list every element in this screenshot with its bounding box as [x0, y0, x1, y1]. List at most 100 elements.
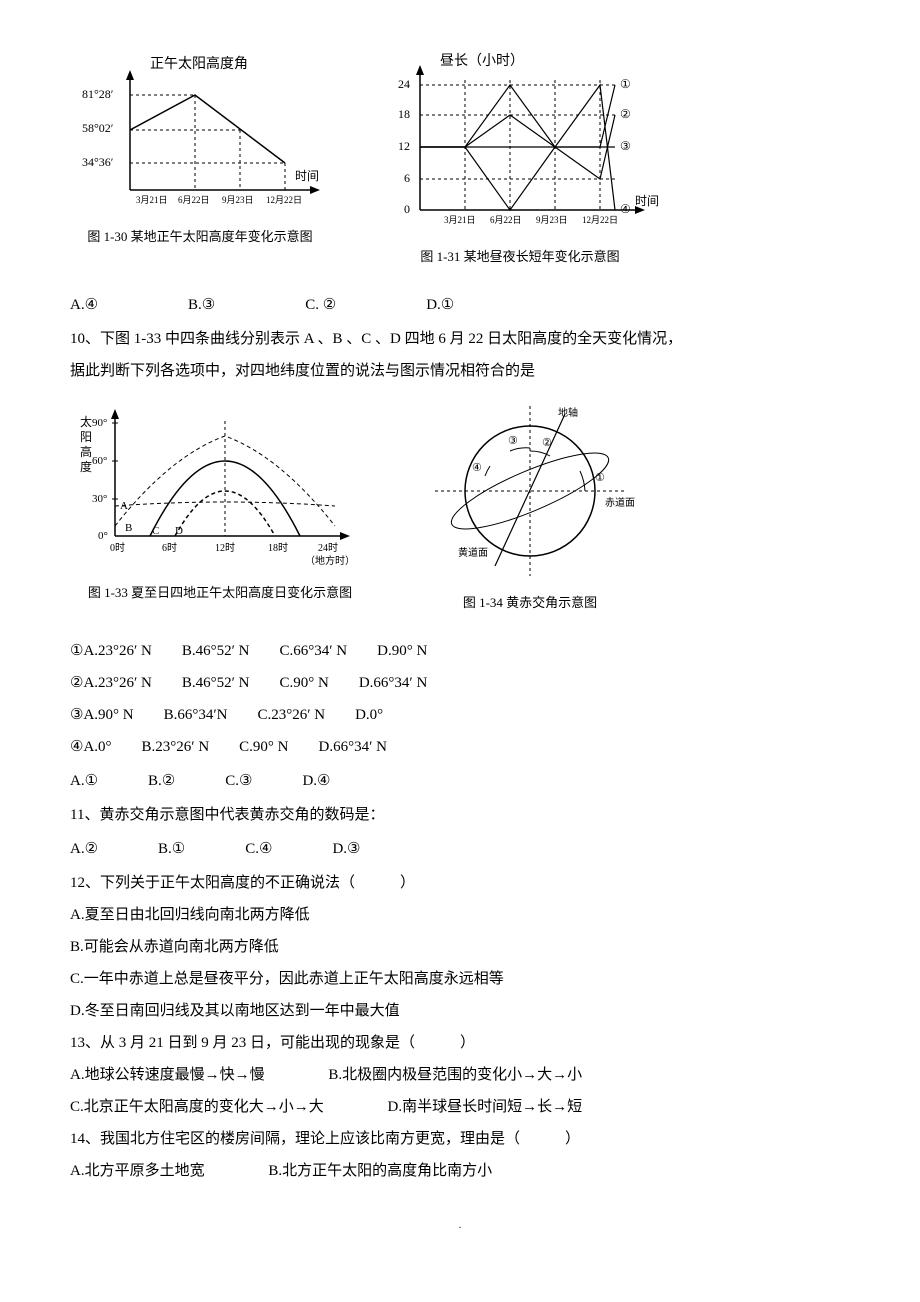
ll2: ③ [620, 139, 631, 153]
figure-1-33: 太 阳 高 度 90° 60° 30° 0° [70, 396, 370, 616]
x-axis-title: 时间 [295, 169, 319, 183]
q10-answer-options: A.① B.② C.③ D.④ [70, 766, 850, 796]
q12-d: D.冬至日南回归线及其以南地区达到一年中最大值 [70, 996, 850, 1026]
q11-c: C.④ [245, 834, 272, 864]
caption-1-33: 图 1-33 夏至日四地正午太阳高度日变化示意图 [88, 580, 352, 606]
x-label-2: 9月23日 [222, 195, 254, 205]
q11-stem: 11、黄赤交角示意图中代表黄赤交角的数码是： [70, 800, 850, 830]
x-label-3: 12月22日 [266, 195, 302, 205]
q11-d: D.③ [332, 834, 360, 864]
ll0: ① [620, 77, 631, 91]
q13-stem: 13、从 3 月 21 日到 9 月 23 日，可能出现的现象是（ ） [70, 1028, 850, 1058]
x-axis-title: 时间 [635, 194, 659, 208]
q13-d: D.南半球昼长时间短→长→短 [388, 1092, 583, 1122]
q13-b: B.北极圈内极昼范围的变化小→大→小 [328, 1060, 582, 1090]
lbl-ecliptic: 黄道面 [458, 546, 488, 559]
caption-1-30: 图 1-30 某地正午太阳高度年变化示意图 [87, 224, 312, 250]
arc-2: ② [542, 437, 552, 449]
arc-4: ④ [472, 462, 482, 474]
xl0: 3月21日 [444, 215, 476, 225]
q9-opt-b: B.③ [188, 290, 215, 320]
q13-row-cd: C.北京正午太阳高度的变化大→小→大 D.南半球昼长时间短→长→短 [70, 1092, 850, 1122]
yt1: 阳 [80, 430, 92, 444]
q14-stem: 14、我国北方住宅区的楼房间隔，理论上应该比南方更宽，理由是（ ） [70, 1124, 850, 1154]
q12-b: B.可能会从赤道向南北两方降低 [70, 932, 850, 962]
y-label-1: 58°02′ [82, 121, 114, 135]
y-axis-title: 正午太阳高度角 [150, 55, 248, 72]
yt3: 度 [80, 459, 92, 474]
page-number: . [70, 1216, 850, 1236]
yl0: 90° [92, 417, 107, 429]
q10-stem-1: 10、下图 1-33 中四条曲线分别表示 A 、B 、C 、D 四地 6 月 2… [70, 324, 850, 354]
q11-a: A.② [70, 834, 98, 864]
figure-1-34: ② ③ ④ ① 地轴 赤道面 黄道面 图 1-34 黄赤交角示意图 [410, 396, 650, 616]
chart-obliquity: ② ③ ④ ① 地轴 赤道面 黄道面 [410, 396, 650, 586]
yl1: 18 [398, 107, 410, 121]
arc-3: ③ [508, 435, 518, 447]
q9-opt-a: A.④ [70, 290, 98, 320]
yl3: 6 [404, 171, 410, 185]
figure-1-31: 昼长（小时） 24 18 12 6 0 [370, 50, 670, 270]
q11-options: A.② B.① C.④ D.③ [70, 834, 850, 864]
yl3: 0° [98, 530, 108, 542]
yl2: 12 [398, 139, 410, 153]
q12-stem: 12、下列关于正午太阳高度的不正确说法（ ） [70, 868, 850, 898]
curve-a: A [120, 500, 128, 512]
chart-noon-altitude: 正午太阳高度角 81°28′ 58°02′ 34°36′ 3月21日 6月22日… [70, 50, 330, 220]
curve-c: C [152, 525, 159, 537]
q10-stem-2: 据此判断下列各选项中，对四地纬度位置的说法与图示情况相符合的是 [70, 356, 850, 386]
q9-opt-c: C. ② [305, 290, 336, 320]
ll1: ② [620, 107, 631, 121]
arc-1: ① [595, 472, 605, 484]
xl2: 12时 [215, 542, 235, 554]
x-label-0: 3月21日 [136, 195, 168, 205]
yt0: 太 [80, 414, 92, 429]
yl4: 0 [404, 202, 410, 216]
q10a-d: D.④ [302, 766, 330, 796]
q13-c: C.北京正午太阳高度的变化大→小→大 [70, 1092, 324, 1122]
xl3: 12月22日 [582, 215, 618, 225]
y-label-2: 34°36′ [82, 155, 114, 169]
q10-line-1: ①A.23°26′ N B.46°52′ N C.66°34′ N D.90° … [70, 636, 850, 666]
y-axis-title: 昼长（小时） [440, 53, 524, 69]
xl1: 6时 [162, 542, 177, 554]
q13-a: A.地球公转速度最慢→快→慢 [70, 1060, 265, 1090]
q13-row-ab: A.地球公转速度最慢→快→慢 B.北极圈内极昼范围的变化小→大→小 [70, 1060, 850, 1090]
q12-a: A.夏至日由北回归线向南北两方降低 [70, 900, 850, 930]
chart-dayarc: 太 阳 高 度 90° 60° 30° 0° [70, 396, 370, 576]
ll3: ④ [620, 202, 631, 216]
q9-options: A.④ B.③ C. ② D.① [70, 290, 850, 320]
q10a-b: B.② [148, 766, 175, 796]
lbl-axis: 地轴 [558, 406, 578, 419]
figure-1-30: 正午太阳高度角 81°28′ 58°02′ 34°36′ 3月21日 6月22日… [70, 50, 330, 270]
chart-daylength: 昼长（小时） 24 18 12 6 0 [370, 50, 670, 240]
xl0: 0时 [110, 542, 125, 554]
q9-opt-d: D.① [426, 290, 454, 320]
caption-1-34: 图 1-34 黄赤交角示意图 [463, 590, 597, 616]
q10a-a: A.① [70, 766, 98, 796]
figures-row-second: 太 阳 高 度 90° 60° 30° 0° [70, 396, 850, 616]
x-label-1: 6月22日 [178, 195, 210, 205]
xl3: 18时 [268, 542, 288, 554]
figures-row-top: 正午太阳高度角 81°28′ 58°02′ 34°36′ 3月21日 6月22日… [70, 50, 850, 270]
curve-d: D [175, 525, 183, 537]
q10-line-3: ③A.90° N B.66°34′N C.23°26′ N D.0° [70, 700, 850, 730]
q12-c: C.一年中赤道上总是昼夜平分，因此赤道上正午太阳高度永远相等 [70, 964, 850, 994]
lbl-equator: 赤道面 [605, 496, 635, 509]
x-title: （地方时） [305, 554, 355, 567]
yt2: 高 [80, 444, 92, 459]
xl2: 9月23日 [536, 215, 568, 225]
q14-b: B.北方正午太阳的高度角比南方小 [268, 1156, 492, 1186]
y-label-0: 81°28′ [82, 87, 114, 101]
xl1: 6月22日 [490, 215, 522, 225]
q14-a: A.北方平原多土地宽 [70, 1156, 205, 1186]
q10a-c: C.③ [225, 766, 252, 796]
xl4: 24时 [318, 542, 338, 554]
q10-line-2: ②A.23°26′ N B.46°52′ N C.90° N D.66°34′ … [70, 668, 850, 698]
q11-b: B.① [158, 834, 185, 864]
caption-1-31: 图 1-31 某地昼夜长短年变化示意图 [420, 244, 619, 270]
q10-line-4: ④A.0° B.23°26′ N C.90° N D.66°34′ N [70, 732, 850, 762]
curve-b: B [125, 522, 132, 534]
yl2: 30° [92, 493, 107, 505]
q14-row-ab: A.北方平原多土地宽 B.北方正午太阳的高度角比南方小 [70, 1156, 850, 1186]
